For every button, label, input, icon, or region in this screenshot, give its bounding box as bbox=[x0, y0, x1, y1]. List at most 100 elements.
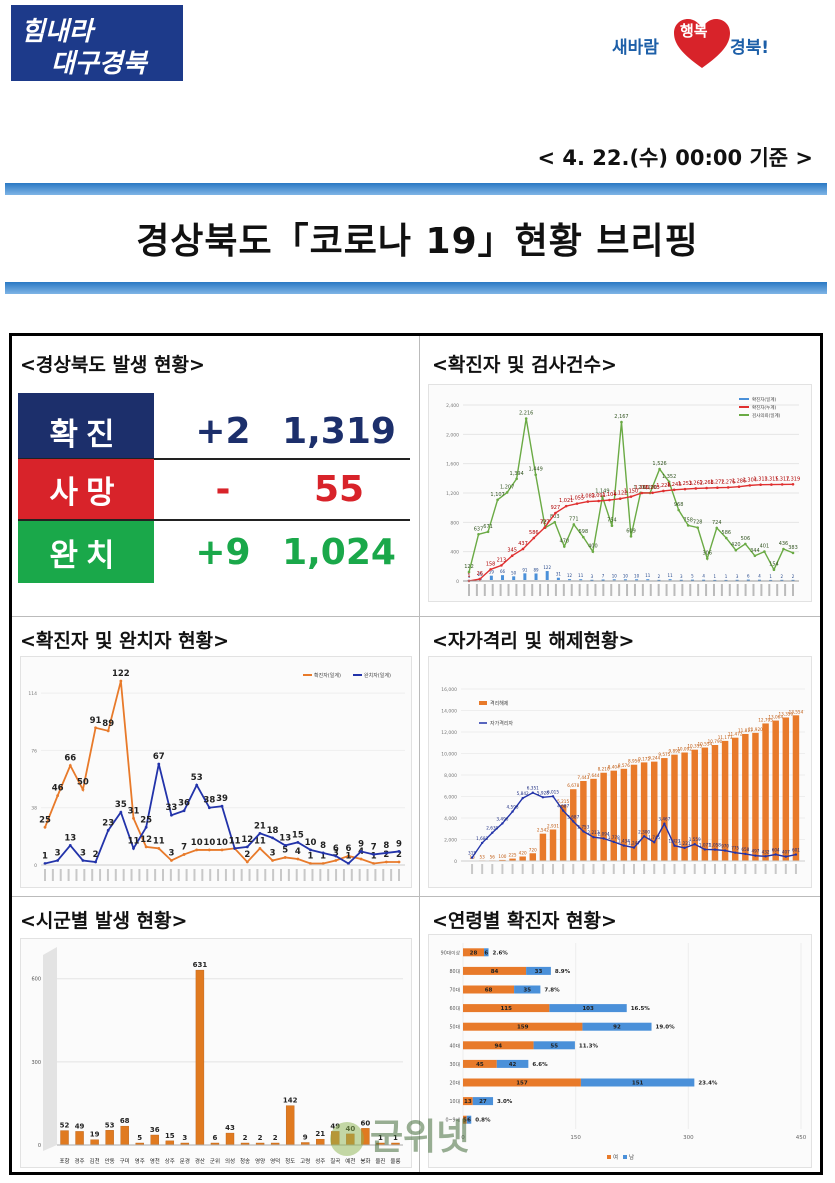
y-tick-label: 90대이상 bbox=[441, 949, 461, 956]
x-tick-mark bbox=[602, 864, 605, 874]
x-tick-mark bbox=[720, 584, 723, 596]
bar-city bbox=[165, 1140, 175, 1146]
data-point bbox=[754, 854, 757, 857]
data-label: 3 bbox=[55, 848, 61, 858]
x-tick-label: 김천 bbox=[90, 1157, 100, 1165]
data-point bbox=[144, 825, 148, 829]
data-point bbox=[56, 859, 60, 862]
data-label: 33 bbox=[166, 803, 178, 813]
data-point bbox=[195, 783, 199, 787]
data-label: 38 bbox=[203, 796, 215, 806]
x-tick-label: 영양 bbox=[255, 1157, 265, 1165]
data-label: 1 bbox=[320, 851, 326, 861]
data-point bbox=[489, 568, 492, 571]
data-label: 1,268 bbox=[699, 480, 713, 486]
data-point bbox=[94, 726, 97, 730]
x-tick-label: 예천 bbox=[345, 1157, 355, 1165]
data-label: 31 bbox=[128, 806, 140, 816]
data-label: 803 bbox=[550, 514, 560, 520]
data-label: 1,286 bbox=[732, 479, 746, 485]
data-label: 7 bbox=[602, 573, 605, 578]
x-tick-mark bbox=[693, 864, 696, 874]
data-point bbox=[794, 853, 798, 856]
data-label: 7 bbox=[181, 842, 187, 852]
x-tick-mark bbox=[784, 864, 787, 874]
data-point bbox=[713, 848, 717, 851]
x-tick-mark bbox=[342, 869, 345, 881]
bar-released bbox=[610, 770, 617, 861]
x-tick-label: 경산 bbox=[195, 1157, 205, 1165]
data-point bbox=[582, 830, 585, 833]
stat-label: 완치 bbox=[18, 521, 154, 583]
data-label: 1,107 bbox=[490, 492, 504, 498]
stat-label: 확진 bbox=[18, 393, 154, 469]
data-label: 601 bbox=[792, 848, 800, 853]
x-tick-label: 0 bbox=[461, 1135, 465, 1141]
data-label: 67 bbox=[153, 752, 165, 762]
bar-released bbox=[671, 754, 678, 861]
data-label: 1,276 bbox=[721, 479, 735, 485]
y-tick-label: 2,000 bbox=[444, 838, 457, 844]
data-label: 1,200 bbox=[635, 485, 649, 491]
data-label: 754 bbox=[607, 518, 617, 524]
data-label: 55 bbox=[550, 1043, 558, 1049]
legend-label: 여 bbox=[613, 1153, 618, 1161]
data-label: 2,094 bbox=[598, 831, 610, 836]
x-tick-mark bbox=[217, 869, 220, 881]
data-label: 13 bbox=[279, 833, 291, 843]
data-point bbox=[505, 491, 509, 494]
data-point bbox=[94, 860, 97, 864]
data-label: 1 bbox=[769, 574, 772, 579]
data-label: 8,576 bbox=[618, 763, 630, 768]
bar-released bbox=[509, 858, 516, 861]
bar-female bbox=[463, 1115, 467, 1124]
stat-increment: +2 bbox=[195, 410, 251, 452]
y-tick-label: 6,000 bbox=[444, 795, 457, 801]
data-point bbox=[56, 794, 60, 798]
bar-city bbox=[150, 1134, 159, 1146]
data-point bbox=[157, 762, 161, 766]
data-point bbox=[693, 843, 696, 846]
x-tick-mark bbox=[130, 869, 133, 881]
data-label: 46 bbox=[52, 784, 64, 794]
data-label: 12 bbox=[140, 835, 152, 845]
data-label: 2,167 bbox=[614, 414, 628, 420]
data-label: 2,300 bbox=[638, 829, 650, 834]
bar-daily bbox=[523, 573, 527, 580]
data-point bbox=[694, 487, 698, 490]
data-label: 432 bbox=[762, 849, 770, 854]
section-title-quarantine: <자가격리 및 해제현황> bbox=[432, 630, 635, 652]
data-label: 158 bbox=[486, 561, 496, 567]
data-point bbox=[642, 835, 646, 838]
x-tick-mark bbox=[335, 869, 338, 881]
data-label: 1 bbox=[714, 574, 717, 579]
y-tick-label: 114 bbox=[28, 691, 37, 697]
x-tick-mark bbox=[736, 584, 739, 596]
bar-female bbox=[463, 1022, 583, 1031]
x-tick-mark bbox=[390, 869, 393, 881]
data-label: 11,817 bbox=[738, 728, 753, 733]
x-tick-mark bbox=[724, 864, 727, 874]
data-label: 50 bbox=[77, 778, 89, 788]
data-label: 33 bbox=[535, 969, 543, 975]
stat-total: 1,319 bbox=[282, 410, 396, 452]
data-point bbox=[534, 473, 538, 477]
y-tick-label: 10,000 bbox=[441, 752, 457, 758]
data-label: 89 bbox=[102, 719, 114, 729]
data-label: 5,842 bbox=[517, 791, 529, 796]
x-tick-mark bbox=[521, 864, 524, 874]
bar-daily bbox=[568, 579, 572, 581]
data-point bbox=[658, 467, 661, 471]
y-tick-label: 0 bbox=[456, 579, 459, 585]
bar-male bbox=[580, 1078, 695, 1087]
data-label: 631 bbox=[193, 961, 208, 969]
data-label: 1,083 bbox=[581, 494, 595, 500]
data-label: 728 bbox=[693, 520, 703, 526]
x-tick-mark bbox=[586, 584, 589, 596]
data-label: 225 bbox=[509, 853, 517, 858]
x-tick-label: 포항 bbox=[59, 1157, 69, 1165]
bar-daily bbox=[646, 579, 650, 581]
data-label: 25 bbox=[478, 572, 484, 577]
x-tick-mark bbox=[592, 864, 595, 874]
bar-city bbox=[120, 1125, 129, 1146]
